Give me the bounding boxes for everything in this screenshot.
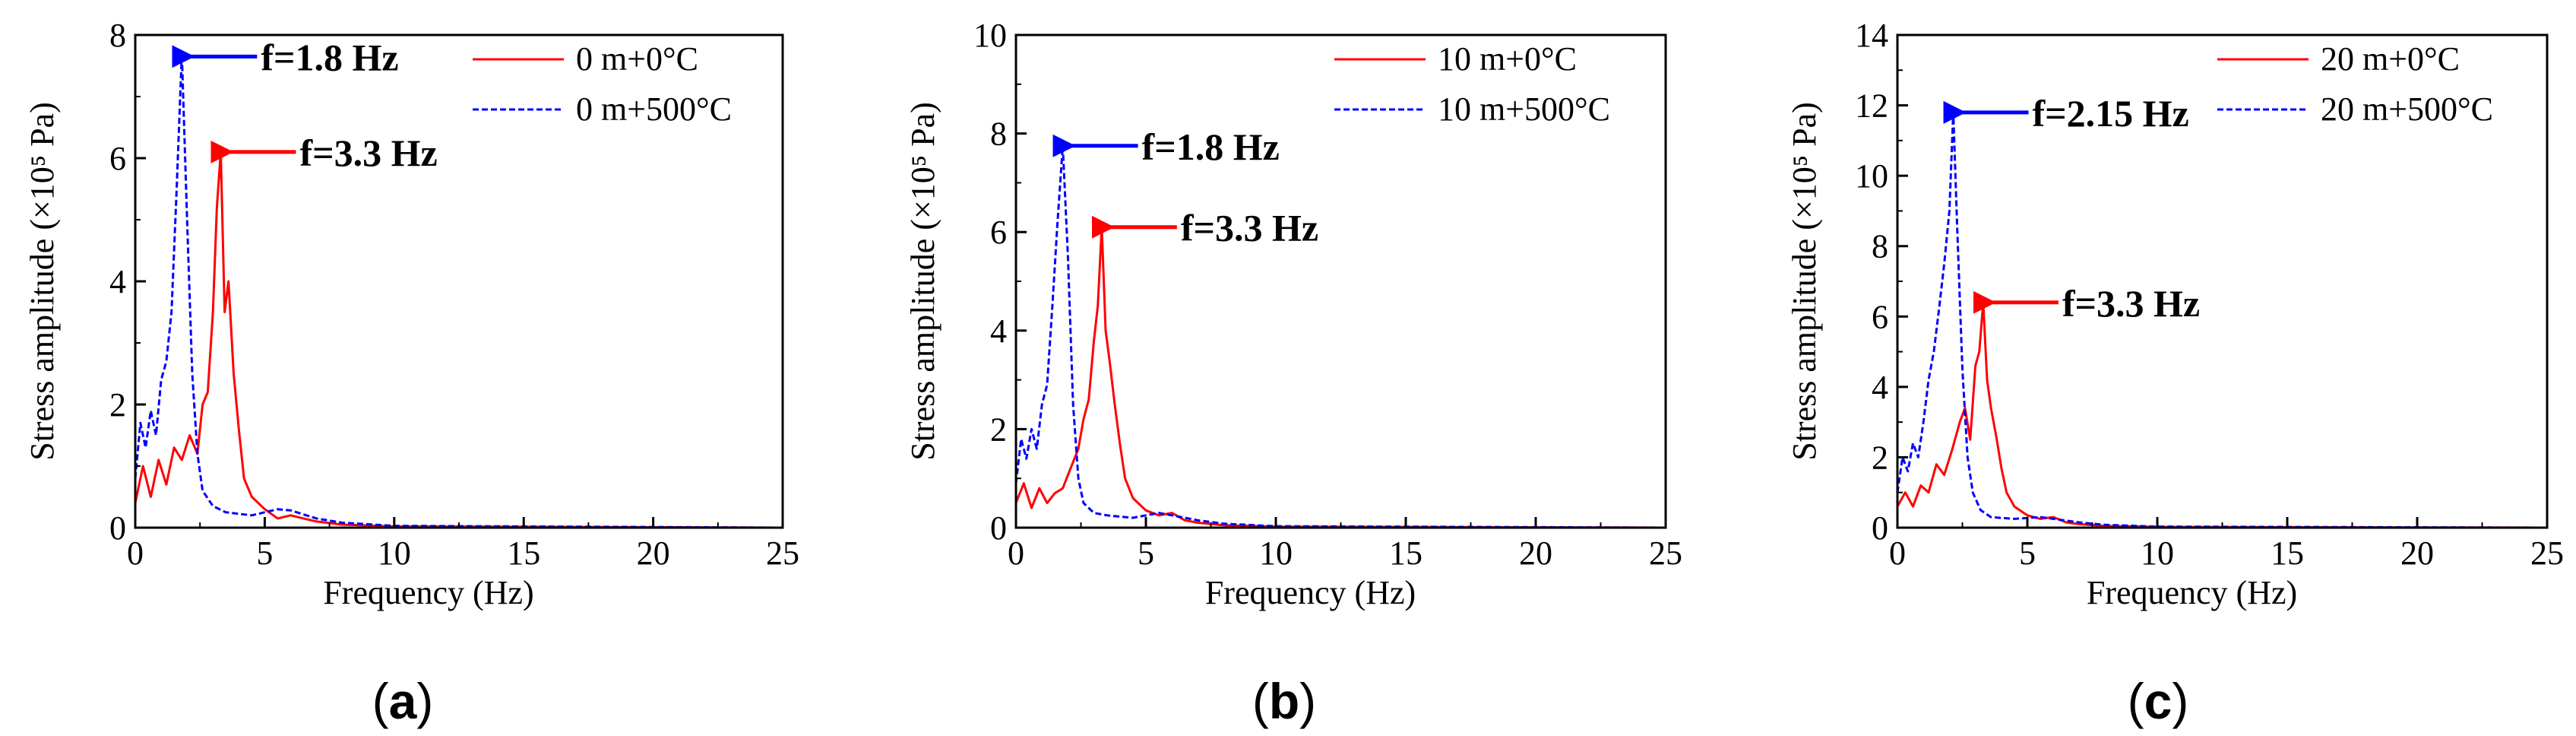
x-tick-label: 5	[256, 535, 273, 572]
y-tick-label: 2	[1872, 439, 1888, 476]
y-axis-title: Stress amplitude (×10⁵ Pa)	[1786, 102, 1823, 461]
legend-label: 0 m+0°C	[576, 40, 698, 78]
x-tick-label: 20	[2400, 535, 2434, 572]
x-tick-label: 20	[637, 535, 670, 572]
chart-panel-c: 0 5 10 15 20 25 0 2 4 6 8 10 12 14 Frequency (Hz) Stres…	[1786, 17, 2564, 729]
peak-annotation: f=2.15 Hz	[2033, 92, 2189, 135]
panel-label: (c)	[2128, 673, 2189, 729]
y-tick-label: 4	[109, 263, 126, 300]
y-tick-label: 0	[109, 509, 126, 547]
x-tick-label: 10	[378, 535, 411, 572]
series-line-hot	[1014, 144, 1666, 529]
y-tick-label: 8	[990, 116, 1007, 153]
y-tick-label: 10	[1855, 157, 1888, 195]
x-tick-label: 0	[1008, 535, 1024, 572]
y-tick-label: 4	[990, 312, 1007, 350]
y-tick-label: 6	[109, 140, 126, 177]
panel-label: (b)	[1252, 673, 1316, 729]
legend-label: 10 m+0°C	[1438, 40, 1577, 78]
peak-annotation: f=1.8 Hz	[261, 36, 398, 78]
legend-label: 20 m+500°C	[2321, 90, 2493, 128]
legend-label: 20 m+0°C	[2321, 40, 2460, 78]
x-tick-label: 20	[1519, 535, 1552, 572]
panel-letter: c	[2144, 673, 2173, 729]
x-tick-label: 25	[766, 535, 799, 572]
series-line-hot	[134, 52, 783, 529]
x-axis-title: Frequency (Hz)	[1205, 574, 1416, 611]
y-tick-label: 0	[990, 509, 1007, 547]
x-axis-title: Frequency (Hz)	[323, 574, 533, 611]
x-tick-label: 0	[127, 535, 144, 572]
legend-label: 0 m+500°C	[576, 90, 732, 128]
x-tick-label: 25	[1649, 535, 1682, 572]
x-tick-label: 15	[2271, 535, 2304, 572]
panel-letter: a	[389, 673, 418, 729]
legend-label: 10 m+500°C	[1438, 90, 1610, 128]
y-tick-label: 12	[1855, 87, 1888, 125]
panel-letter: b	[1269, 673, 1299, 729]
x-tick-label: 5	[1138, 535, 1154, 572]
x-axis-title: Frequency (Hz)	[2087, 574, 2297, 611]
series-line-cold	[1014, 226, 1666, 529]
y-tick-label: 2	[109, 386, 126, 424]
chart-panel-a: 0 5 10 15 20 25 0 2 4 6 8 Frequency (Hz) Stress ampl…	[24, 17, 799, 729]
x-tick-label: 0	[1889, 535, 1906, 572]
y-tick-label: 0	[1872, 509, 1888, 547]
x-tick-label: 5	[2019, 535, 2036, 572]
y-axis-title: Stress amplitude (×10⁵ Pa)	[904, 102, 941, 461]
peak-annotation: f=3.3 Hz	[2062, 282, 2200, 325]
x-tick-label: 15	[507, 535, 540, 572]
x-tick-label: 25	[2530, 535, 2564, 572]
y-tick-label: 8	[109, 17, 126, 54]
y-tick-label: 2	[990, 411, 1007, 448]
peak-annotation: f=1.8 Hz	[1142, 125, 1280, 168]
y-tick-label: 10	[973, 17, 1007, 54]
y-tick-label: 6	[1872, 298, 1888, 335]
series-line-cold	[134, 151, 783, 529]
peak-annotation: f=3.3 Hz	[1181, 207, 1318, 249]
y-tick-label: 14	[1855, 17, 1888, 54]
y-axis-title: Stress amplitude (×10⁵ Pa)	[24, 102, 61, 461]
y-tick-label: 8	[1872, 228, 1888, 265]
series-line-hot	[1896, 111, 2548, 529]
x-tick-label: 10	[1259, 535, 1293, 572]
y-tick-label: 6	[990, 214, 1007, 251]
series-line-cold	[1896, 301, 2548, 529]
x-tick-label: 15	[1389, 535, 1422, 572]
peak-annotation: f=3.3 Hz	[299, 132, 437, 174]
y-tick-label: 4	[1872, 369, 1888, 406]
x-tick-label: 10	[2141, 535, 2174, 572]
panel-label: (a)	[372, 673, 434, 729]
